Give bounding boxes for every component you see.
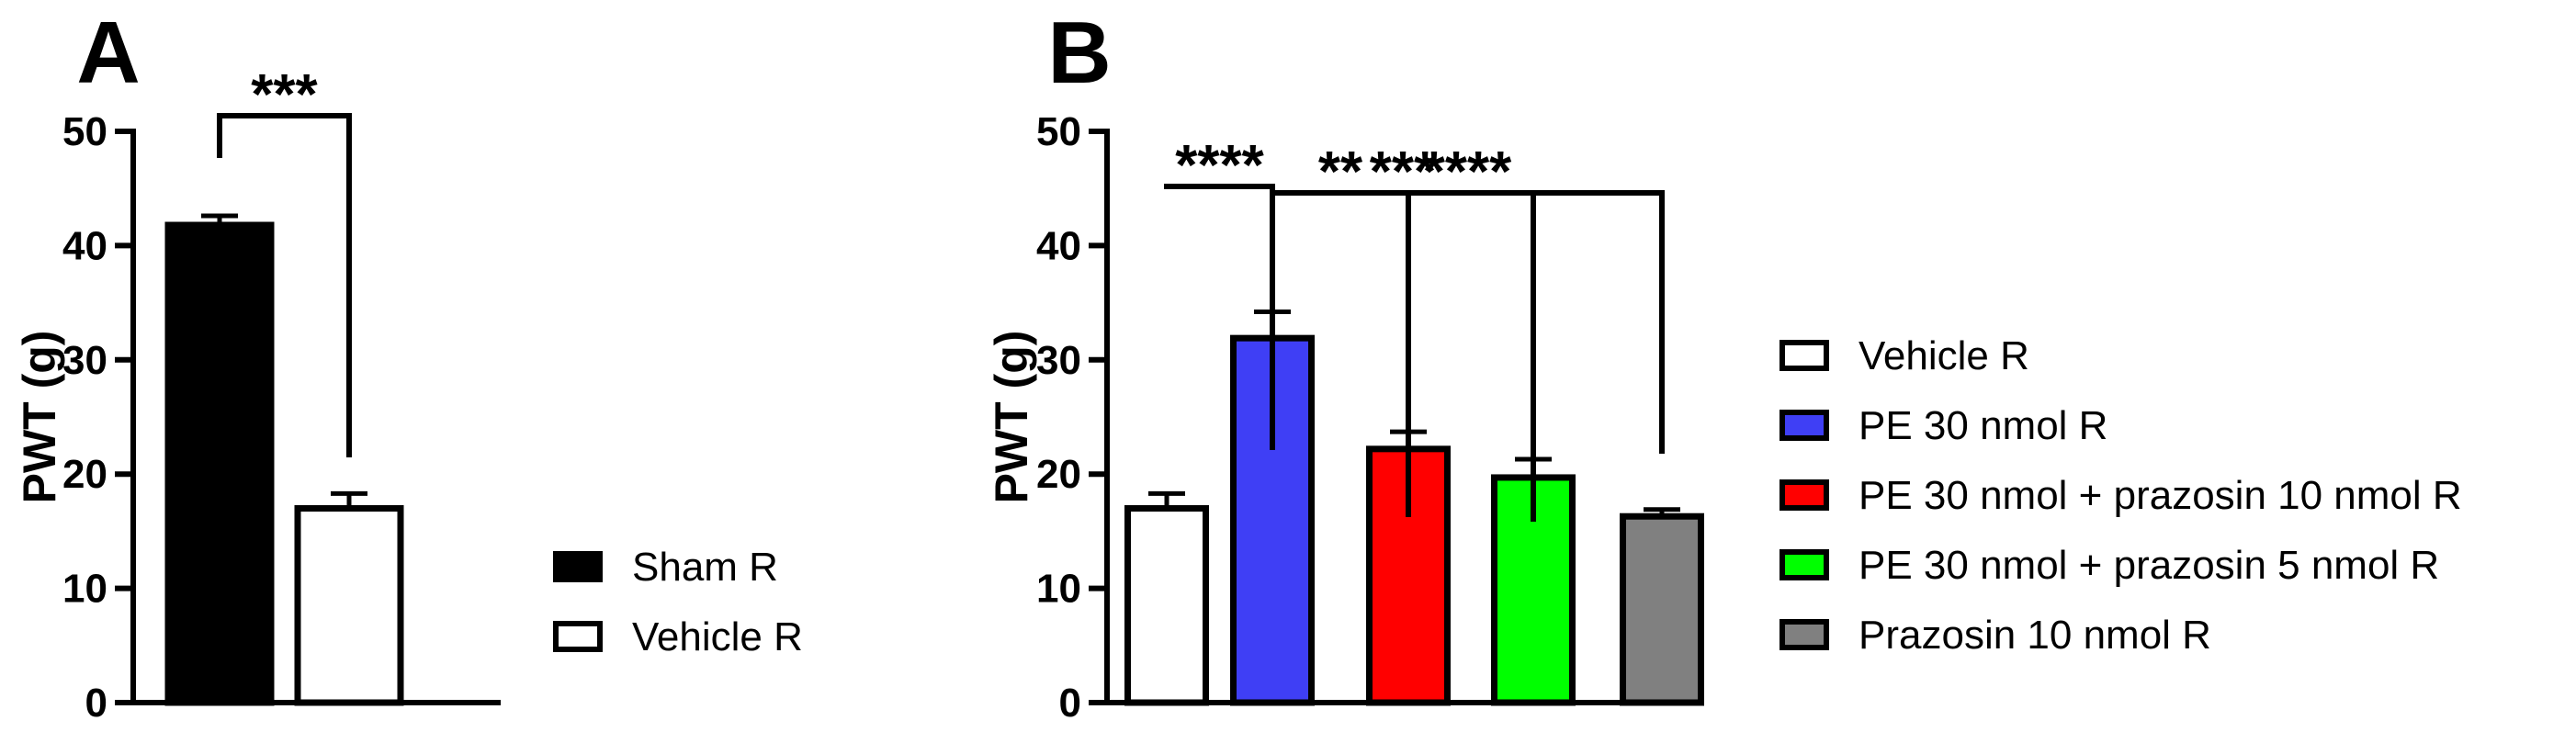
significance-bracket-a-1 [217,113,352,457]
legend-label-b-2: PE 30 nmol R [1859,403,2107,448]
y-axis-label-b: PWT (g) [986,331,1037,504]
y-tick-label-a-10: 10 [62,567,107,612]
legend-label-a-1: Sham R [632,545,778,590]
y-tick-label-b-0: 0 [1059,681,1081,726]
legend-swatch-b-2 [1779,410,1829,441]
legend-swatch-a-2 [553,621,603,652]
significance-label-a-1: *** [251,63,318,127]
y-tick-label-a-20: 20 [62,452,107,497]
y-tick-label-a-50: 50 [62,109,107,154]
legend-label-b-5: Prazosin 10 nmol R [1859,613,2211,658]
y-tick-label-b-50: 50 [1036,109,1081,154]
legend-swatch-b-4 [1779,549,1829,580]
panel-label-b: B [1047,4,1111,102]
legend-label-b-1: Vehicle R [1859,333,2029,378]
legend-swatch-b-5 [1779,619,1829,650]
panel-a: A PWT (g) 0 10 20 30 40 50 *** Sham R Vehicle R [14,4,803,726]
bar-b-1 [1124,505,1209,706]
y-tick-label-b-20: 20 [1036,452,1081,497]
significance-bracket-b-4 [1270,190,1665,454]
significance-label-b-4: **** [1423,141,1512,204]
legend-label-a-2: Vehicle R [632,614,803,659]
bar-a-2 [294,505,404,706]
legend-swatch-b-3 [1779,479,1829,511]
legend-label-b-4: PE 30 nmol + prazosin 5 nmol R [1859,543,2439,588]
y-tick-label-b-40: 40 [1036,223,1081,268]
y-tick-label-b-10: 10 [1036,567,1081,612]
panel-label-a: A [76,4,140,102]
significance-label-b-1: **** [1175,134,1264,197]
bar-b-5 [1620,512,1704,706]
y-tick-label-b-30: 30 [1036,338,1081,383]
legend-swatch-b-1 [1779,340,1829,371]
bar-a-1 [164,221,275,706]
legend-swatch-a-1 [553,551,603,582]
y-axis-label-a: PWT (g) [14,331,65,504]
y-tick-label-a-30: 30 [62,338,107,383]
y-tick-label-a-40: 40 [62,223,107,268]
y-tick-label-a-0: 0 [85,681,107,726]
legend-label-b-3: PE 30 nmol + prazosin 10 nmol R [1859,473,2462,518]
